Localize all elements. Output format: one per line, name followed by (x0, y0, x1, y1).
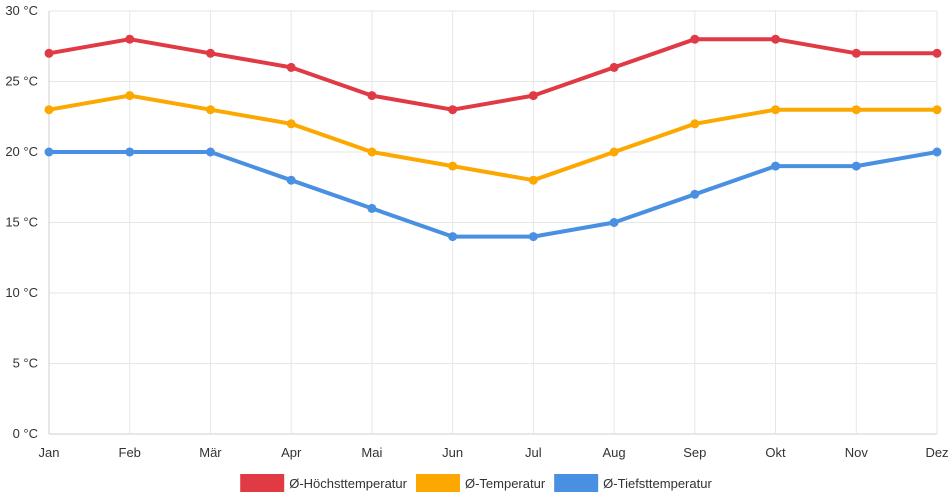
y-tick-label: 15 °C (5, 215, 38, 230)
series-2 (44, 147, 942, 242)
y-tick-label: 5 °C (13, 356, 38, 371)
data-point[interactable] (851, 161, 861, 171)
x-tick-label: Mär (199, 445, 222, 460)
data-point[interactable] (448, 232, 458, 242)
x-tick-label: Dez (925, 445, 948, 460)
x-tick-label: Jan (39, 445, 60, 460)
data-point[interactable] (609, 218, 619, 227)
legend-item[interactable]: Ø-Höchsttemperatur (240, 474, 408, 492)
x-tick-label: Sep (683, 445, 706, 460)
data-point[interactable] (125, 147, 135, 157)
y-tick-label: 30 °C (5, 3, 38, 18)
data-point[interactable] (286, 175, 296, 185)
data-point[interactable] (448, 161, 458, 171)
series-0 (44, 34, 942, 115)
legend-swatch (415, 474, 460, 492)
data-point[interactable] (44, 147, 54, 157)
x-tick-label: Jun (442, 445, 463, 460)
x-tick-label: Nov (845, 445, 869, 460)
data-point[interactable] (851, 48, 861, 58)
legend-swatch (554, 474, 599, 492)
data-point[interactable] (125, 34, 135, 44)
data-point[interactable] (125, 91, 135, 101)
data-point[interactable] (771, 161, 781, 171)
data-point[interactable] (286, 62, 296, 72)
series (44, 34, 942, 242)
legend-label: Ø-Höchsttemperatur (289, 476, 407, 491)
data-point[interactable] (609, 147, 619, 157)
x-tick-label: Mai (361, 445, 382, 460)
data-point[interactable] (932, 147, 942, 157)
data-point[interactable] (367, 147, 377, 157)
y-tick-label: 25 °C (5, 74, 38, 89)
data-point[interactable] (286, 119, 296, 129)
series-line (47, 93, 939, 183)
data-point[interactable] (448, 105, 458, 115)
data-point[interactable] (771, 105, 781, 115)
x-tick-label: Jul (525, 445, 542, 460)
data-point[interactable] (851, 105, 861, 115)
legend-label: Ø-Tiefsttemperatur (603, 476, 712, 491)
data-point[interactable] (690, 189, 700, 199)
data-point[interactable] (932, 48, 942, 58)
legend: Ø-Höchsttemperatur Ø-Temperatur Ø-Tiefstte… (240, 474, 712, 492)
series-line (47, 150, 939, 239)
data-point[interactable] (690, 34, 700, 44)
legend-swatch (240, 474, 285, 492)
series-line (47, 37, 939, 112)
grid (48, 10, 938, 435)
legend-label: Ø-Temperatur (465, 476, 546, 491)
data-point[interactable] (367, 203, 377, 213)
series-1 (44, 91, 942, 185)
data-point[interactable] (44, 105, 54, 115)
axes: 0 °C 5 °C 10 °C 15 °C 20 °C 25 °C 30 °C Jan Feb M… (5, 3, 948, 460)
y-tick-label: 0 °C (13, 426, 38, 441)
data-point[interactable] (205, 147, 215, 157)
data-point[interactable] (528, 91, 538, 101)
data-point[interactable] (528, 232, 538, 242)
x-tick-label: Feb (119, 445, 141, 460)
x-tick-label: Okt (765, 445, 786, 460)
data-point[interactable] (932, 105, 942, 115)
data-point[interactable] (771, 34, 781, 44)
data-point[interactable] (205, 48, 215, 58)
data-point[interactable] (528, 175, 538, 185)
x-tick-label: Aug (603, 445, 626, 460)
legend-item[interactable]: Ø-Temperatur (415, 474, 546, 492)
data-point[interactable] (205, 105, 215, 115)
x-tick-label: Apr (281, 445, 302, 460)
data-point[interactable] (44, 48, 54, 58)
y-tick-label: 20 °C (5, 144, 38, 159)
legend-item[interactable]: Ø-Tiefsttemperatur (554, 474, 712, 492)
data-point[interactable] (690, 119, 700, 129)
data-point[interactable] (367, 91, 377, 101)
data-point[interactable] (609, 62, 619, 72)
y-tick-label: 10 °C (5, 285, 38, 300)
